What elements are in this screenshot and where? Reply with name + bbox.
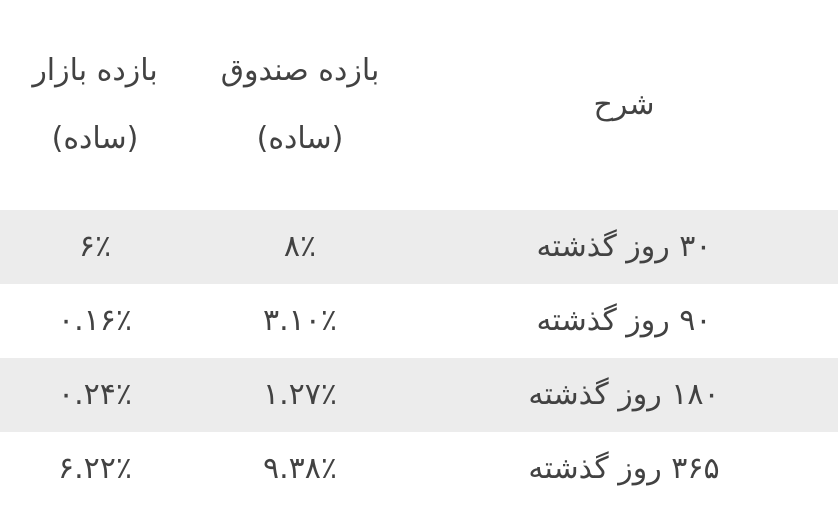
column-header-fund-return-label: بازده صندوق	[220, 53, 380, 88]
column-header-description: شرح	[410, 0, 838, 210]
fund-return-value: ۳.۱۰٪	[263, 303, 337, 339]
fund-return-value: ۹.۳۸٪	[263, 451, 337, 487]
column-header-description-label: شرح	[593, 87, 655, 122]
market-return-value: ۰.۲۴٪	[58, 377, 132, 413]
table-header-row: شرح بازده صندوق (ساده) بازده بازار (ساده…	[0, 0, 838, 210]
market-return-value: ۶.۲۲٪	[58, 451, 132, 487]
table-row: ۳۰ روز گذشته ۸٪ ۶٪	[0, 210, 838, 284]
table-row: ۹۰ روز گذشته ۳.۱۰٪ ۰.۱۶٪	[0, 284, 838, 358]
fund-return-value: ۸٪	[283, 229, 317, 265]
column-header-market-return-sublabel: (ساده)	[51, 121, 139, 156]
column-header-fund-return: بازده صندوق (ساده)	[190, 0, 410, 210]
row-description: ۳۶۵ روز گذشته	[528, 451, 720, 487]
row-description: ۱۸۰ روز گذشته	[528, 377, 720, 413]
column-header-market-return-label: بازده بازار	[32, 53, 158, 88]
row-description: ۳۰ روز گذشته	[536, 229, 712, 265]
market-return-value: ۶٪	[78, 229, 112, 265]
table-row: ۱۸۰ روز گذشته ۱.۲۷٪ ۰.۲۴٪	[0, 358, 838, 432]
row-description: ۹۰ روز گذشته	[536, 303, 712, 339]
market-return-value: ۰.۱۶٪	[58, 303, 132, 339]
table-row: ۳۶۵ روز گذشته ۹.۳۸٪ ۶.۲۲٪	[0, 432, 838, 506]
column-header-market-return: بازده بازار (ساده)	[0, 0, 190, 210]
fund-return-value: ۱.۲۷٪	[263, 377, 337, 413]
column-header-fund-return-sublabel: (ساده)	[256, 121, 344, 156]
